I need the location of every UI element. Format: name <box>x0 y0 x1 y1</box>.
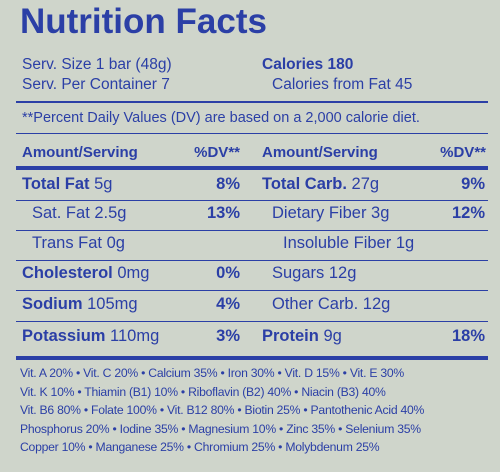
rule <box>16 101 488 103</box>
nutrient: Cholesterol 0mg <box>22 264 149 283</box>
vitamin-line: Copper 10% • Manganese 25% • Chromium 25… <box>20 440 380 454</box>
nutrient-name: Protein <box>262 327 319 345</box>
nutrient-amount: 9g <box>323 327 342 345</box>
nutrient: Insoluble Fiber 1g <box>283 234 414 253</box>
header: Amount/Serving <box>262 144 378 161</box>
vitamin-line: Phosphorus 20% • Iodine 35% • Magnesium … <box>20 421 421 436</box>
serving-size: Serv. Size 1 bar (48g) <box>22 56 172 73</box>
nutrient-name: Insoluble Fiber <box>283 234 392 252</box>
rule <box>16 321 488 322</box>
daily-value: 13% <box>206 204 240 222</box>
nutrient-name: Sodium <box>22 295 83 313</box>
daily-value: 4% <box>216 295 240 313</box>
rule <box>16 230 488 231</box>
nutrient-name: Sugars <box>272 264 325 282</box>
nutrient: Protein 9g <box>262 327 342 346</box>
nutrient-amount: 1g <box>395 234 415 252</box>
calories: Calories 180 <box>262 56 354 73</box>
rule <box>16 166 488 170</box>
nutrient: Dietary Fiber 3g <box>272 204 389 223</box>
nutrient: Potassium 110mg <box>22 327 159 346</box>
note: **Percent Daily Values (DV) are based on… <box>22 110 420 126</box>
nutrient-name: Sat. Fat <box>32 204 90 222</box>
nutrient-amount: 27g <box>351 175 380 193</box>
rule <box>16 290 488 291</box>
daily-value: 8% <box>216 175 240 193</box>
nutrient-name: Dietary Fiber <box>272 204 367 222</box>
title: Nutrition Facts <box>20 2 267 41</box>
header: Amount/Serving <box>22 144 138 161</box>
daily-value: 12% <box>451 204 485 222</box>
nutrient: Trans Fat 0g <box>32 234 125 253</box>
daily-value: 18% <box>451 327 485 345</box>
vitamin-line: Vit. K 10% • Thiamin (B1) 10% • Riboflav… <box>20 384 386 399</box>
vitamin-line: Vit. A 20% • Vit. C 20% • Calcium 35% • … <box>20 366 405 380</box>
header: %DV** <box>194 144 240 161</box>
nutrient-amount: 12g <box>362 295 391 313</box>
nutrient-amount: 0mg <box>117 264 150 282</box>
vitamin-line: Vit. B6 80% • Folate 100% • Vit. B12 80%… <box>20 403 425 417</box>
nutrient-amount: 2.5g <box>94 204 127 222</box>
nutrient-name: Total Fat <box>22 175 90 193</box>
nutrient: Other Carb. 12g <box>272 295 390 314</box>
rule <box>16 200 488 201</box>
rule <box>16 260 488 261</box>
nutrient-name: Potassium <box>22 327 106 345</box>
calories-from-fat: Calories from Fat 45 <box>272 76 413 93</box>
rule <box>16 133 488 134</box>
nutrient-amount: 110mg <box>110 327 160 345</box>
nutrient: Total Carb. 27g <box>262 175 379 194</box>
nutrient-amount: 12g <box>328 264 357 282</box>
nutrient: Sodium 105mg <box>22 295 138 314</box>
nutrient-name: Total Carb. <box>262 175 347 193</box>
nutrient-amount: 3g <box>371 204 390 222</box>
nutrient-amount: 105mg <box>87 295 138 313</box>
daily-value: 0% <box>216 264 240 282</box>
servings-per-container: Serv. Per Container 7 <box>22 76 170 93</box>
nutrient-name: Trans Fat <box>32 234 102 252</box>
rule <box>16 356 488 360</box>
nutrient: Total Fat 5g <box>22 175 112 194</box>
nutrient: Sat. Fat 2.5g <box>32 204 127 223</box>
header: %DV** <box>440 144 486 161</box>
nutrient-name: Other Carb. <box>272 295 359 313</box>
daily-value: 9% <box>461 175 485 193</box>
nutrient: Sugars 12g <box>272 264 356 283</box>
daily-value: 3% <box>216 327 240 345</box>
nutrient-amount: 0g <box>106 234 125 252</box>
nutrient-name: Cholesterol <box>22 264 113 282</box>
nutrient-amount: 5g <box>94 175 113 193</box>
